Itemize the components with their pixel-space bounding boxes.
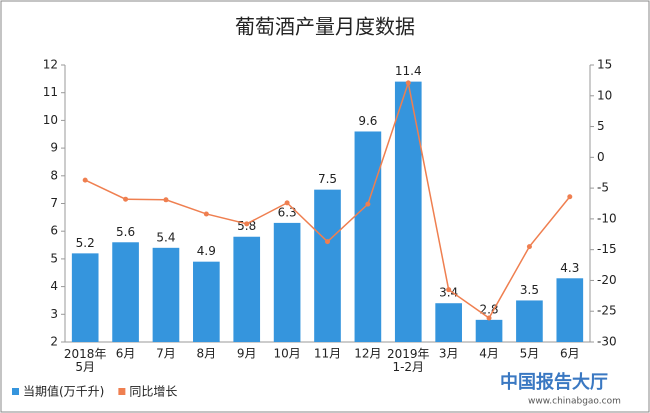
value-label: 4.3	[560, 261, 579, 275]
y2-tick-label: 0	[597, 150, 605, 164]
y2-tick-label: 15	[597, 58, 612, 72]
legend-swatch	[118, 388, 126, 395]
line-point	[486, 315, 492, 321]
bar	[152, 247, 180, 342]
y-tick-label: 7	[50, 196, 58, 210]
watermark: 中国报告大厅	[500, 371, 608, 393]
line-point	[203, 211, 209, 217]
line-point	[244, 221, 250, 227]
line-point	[526, 244, 532, 250]
bar	[475, 319, 503, 342]
y2-tick-label: -5	[597, 181, 609, 195]
y2-tick-label: -10	[597, 211, 617, 225]
value-label: 6.3	[278, 205, 297, 219]
bar	[233, 236, 261, 342]
x-tick-label: 10月	[273, 347, 300, 361]
line-point	[82, 177, 88, 183]
x-tick-label: 5月	[520, 347, 540, 361]
y-tick-label: 2	[50, 335, 58, 349]
bar	[112, 242, 139, 342]
x-tick-label: 9月	[237, 347, 257, 361]
chart-title: 葡萄酒产量月度数据	[235, 15, 415, 39]
legend-swatch	[12, 388, 19, 395]
y-tick-label: 11	[43, 85, 58, 99]
line-point	[365, 201, 371, 207]
bar	[193, 261, 220, 342]
y-tick-label: 4	[50, 279, 58, 293]
y-tick-label: 5	[50, 251, 58, 265]
y2-tick-label: -25	[597, 304, 617, 318]
x-tick-label: 6月	[560, 347, 580, 361]
bar	[314, 189, 341, 342]
x-tick-label: 11月	[314, 347, 341, 361]
line-point	[163, 197, 169, 203]
bar	[394, 81, 422, 343]
x-tick-label: 2019年 1-2月	[387, 347, 430, 374]
line-point	[325, 239, 330, 245]
value-label: 4.9	[197, 244, 216, 258]
value-label: 5.4	[156, 230, 175, 244]
legend-label: 同比增长	[129, 385, 177, 399]
x-tick-label: 12月	[354, 347, 381, 361]
bar	[516, 300, 543, 342]
line-point	[405, 80, 411, 86]
y-tick-label: 9	[50, 141, 58, 155]
y-tick-label: 3	[50, 307, 58, 321]
y-tick-label: 10	[43, 113, 58, 127]
x-tick-label: 7月	[156, 347, 176, 361]
x-tick-label: 6月	[116, 347, 136, 361]
x-tick-label: 4月	[479, 347, 499, 361]
line-point	[446, 287, 452, 293]
watermark-url: www.chinabgao.com	[528, 397, 621, 407]
value-label: 5.6	[116, 225, 135, 239]
y2-tick-label: 5	[597, 119, 605, 133]
x-tick-label: 8月	[197, 347, 217, 361]
x-tick-label: 2018年 5月	[64, 347, 107, 374]
bar	[273, 222, 301, 342]
value-label: 11.4	[395, 64, 422, 78]
value-label: 2.8	[479, 302, 498, 316]
value-label: 7.5	[318, 172, 337, 186]
bar	[354, 131, 382, 342]
line-point	[567, 194, 573, 200]
value-label: 5.2	[76, 236, 95, 250]
value-label: 9.6	[358, 114, 377, 128]
line-point	[123, 196, 129, 202]
bar	[556, 278, 584, 342]
x-tick-label: 3月	[439, 347, 459, 361]
y2-tick-label: -15	[597, 242, 617, 256]
y2-tick-label: 10	[597, 88, 612, 102]
value-label: 3.4	[439, 286, 458, 300]
line-point	[284, 200, 290, 206]
y-tick-label: 12	[43, 58, 58, 72]
legend-label: 当期值(万千升)	[23, 384, 104, 399]
y2-tick-label: -20	[597, 273, 617, 287]
y2-tick-label: -30	[597, 335, 617, 349]
y-tick-label: 6	[50, 224, 58, 238]
value-label: 3.5	[520, 283, 539, 297]
bar	[71, 253, 99, 342]
y-tick-label: 8	[50, 168, 58, 182]
bar	[435, 303, 462, 342]
